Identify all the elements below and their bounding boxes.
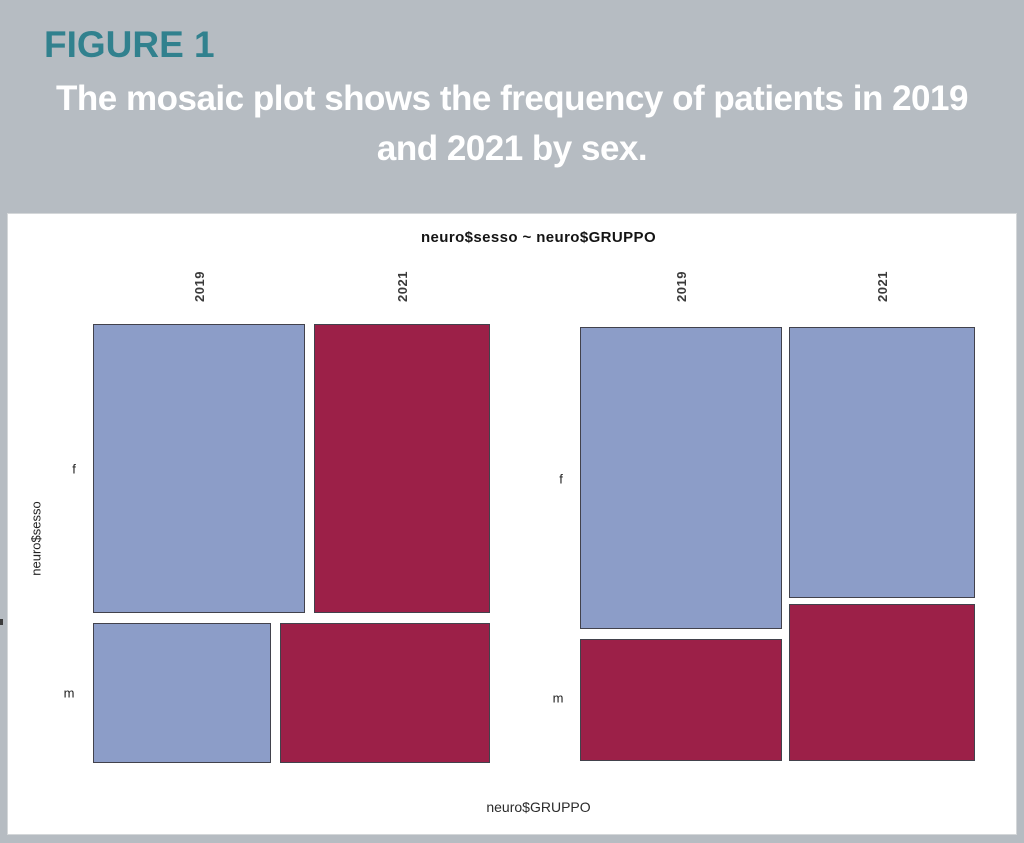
figure-label: FIGURE 1 (44, 24, 215, 65)
x-axis-label: neuro$GRUPPO (486, 799, 591, 815)
mosaic-cell-left-f-2019 (93, 324, 305, 613)
row-label-right-f: f (559, 471, 563, 487)
mosaic-cell-left-m-2021 (280, 623, 490, 763)
col-label-left-2021: 2021 (380, 262, 424, 310)
panel-edge-tick (0, 619, 3, 625)
col-label-text: 2021 (874, 270, 890, 302)
mosaic-cell-left-m-2019 (93, 623, 271, 763)
figure-caption: The mosaic plot shows the frequency of p… (0, 74, 1024, 174)
mosaic-cell-right-m-2019 (580, 639, 782, 761)
mosaic-cell-left-f-2021 (314, 324, 490, 613)
row-label-right-m: m (552, 690, 564, 706)
y-axis-label-box: neuro$sesso (18, 490, 54, 586)
col-label-right-2019: 2019 (659, 262, 703, 310)
row-label-left-m: m (63, 685, 75, 701)
plot-title: neuro$sesso ~ neuro$GRUPPO (420, 229, 657, 246)
mosaic-cell-right-f-2021 (789, 327, 975, 598)
plot-panel: neuro$sesso ~ neuro$GRUPPO 2019 2021 201… (7, 213, 1017, 835)
col-label-text: 2019 (191, 270, 207, 302)
col-label-left-2019: 2019 (177, 262, 221, 310)
figure-caption-line2: and 2021 by sex. (376, 129, 648, 168)
col-label-right-2021: 2021 (860, 262, 904, 310)
col-label-text: 2019 (673, 270, 689, 302)
mosaic-cell-right-m-2021 (789, 604, 975, 761)
y-axis-label: neuro$sesso (28, 500, 44, 576)
col-label-text: 2021 (394, 270, 410, 302)
row-label-left-f: f (72, 461, 76, 477)
mosaic-cell-right-f-2019 (580, 327, 782, 629)
figure-caption-line1: The mosaic plot shows the frequency of p… (56, 79, 968, 118)
